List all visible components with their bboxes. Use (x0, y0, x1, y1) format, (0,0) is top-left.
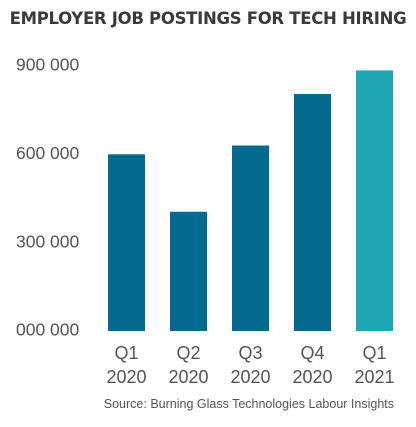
x-tick-label: 2021 (354, 367, 394, 387)
x-tick-label: Q2 (176, 343, 200, 363)
y-tick-label: 900 000 (16, 55, 80, 75)
bar-chart: 000 000 300 000 600 000 900 000 Q1 2020 Q2 202… (16, 55, 395, 387)
source-note: Source: Burning Glass Technologies Labou… (103, 397, 394, 411)
y-tick-label: 600 000 (16, 143, 80, 163)
x-axis-labels: Q1 2020 Q2 2020 Q3 2020 Q4 2020 Q1 2021 (106, 343, 394, 387)
y-tick-label: 300 000 (16, 231, 80, 251)
x-tick-label: 2020 (106, 367, 146, 387)
bar (170, 211, 207, 331)
x-tick-label: Q1 (114, 343, 138, 363)
bar (108, 154, 145, 331)
y-tick-label: 000 000 (16, 320, 80, 340)
bar (356, 70, 393, 332)
chart-title: EMPLOYER JOB POSTINGS FOR TECH HIRING (9, 9, 407, 28)
bars (108, 70, 393, 332)
x-tick-label: 2020 (168, 367, 208, 387)
x-tick-label: Q4 (300, 343, 324, 363)
x-tick-label: 2020 (292, 367, 332, 387)
bar (294, 93, 331, 331)
x-tick-label: 2020 (230, 367, 270, 387)
bar (232, 145, 269, 331)
x-tick-label: Q3 (238, 343, 262, 363)
x-tick-label: Q1 (362, 343, 386, 363)
y-axis-ticks: 000 000 300 000 600 000 900 000 (16, 55, 80, 340)
